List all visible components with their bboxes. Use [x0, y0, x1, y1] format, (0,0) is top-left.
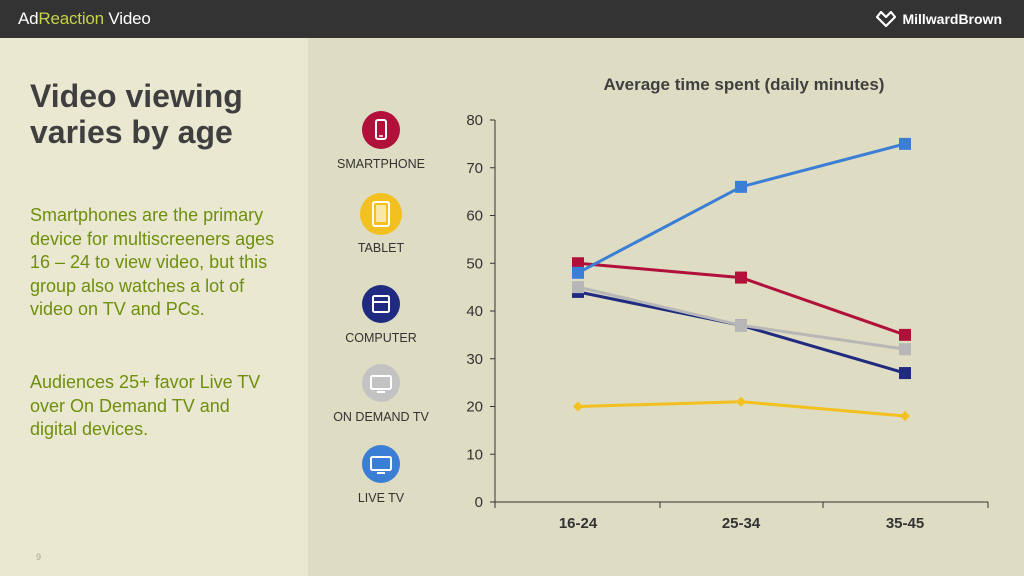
- data-point: [736, 396, 746, 407]
- brand-accent: Reaction: [38, 9, 104, 28]
- series-live-tv: [572, 137, 911, 279]
- slide-title: Video viewing varies by age: [30, 78, 290, 150]
- brand-prefix: Ad: [18, 9, 39, 28]
- y-tick-label: 70: [466, 160, 483, 177]
- y-tick-label: 20: [466, 399, 483, 416]
- brand-suffix: Video: [103, 9, 151, 28]
- data-point: [573, 401, 583, 412]
- paragraph-secondary: Audiences 25+ favor Live TV over On Dema…: [30, 372, 261, 439]
- paragraph-primary: Smartphones are the primary device for m…: [30, 205, 275, 319]
- legend-on-demand-tv: ON DEMAND TV: [326, 364, 436, 424]
- chart-axes: 0 10 20 30 40 50 60 70 80 16-24 25-34 35-45: [466, 112, 989, 532]
- data-point: [572, 257, 584, 270]
- x-tick-label: 25-34: [722, 515, 761, 532]
- legend-live-tv: LIVE TV: [326, 445, 436, 505]
- y-tick-label: 50: [466, 255, 483, 272]
- legend-label-smartphone: SMARTPHONE: [337, 157, 425, 171]
- x-tick-label: 35-45: [886, 515, 924, 532]
- tablet-icon: [360, 193, 402, 235]
- series-on-demand-tv: [572, 281, 911, 356]
- series-tablet: [573, 396, 910, 422]
- millward-brown-logo-icon: [876, 11, 897, 27]
- chart-title: Average time spent (daily minutes): [604, 75, 885, 94]
- legend-label-live-tv: LIVE TV: [357, 491, 405, 505]
- slide-title-line2: varies by age: [30, 114, 233, 150]
- page-number: 9: [36, 552, 42, 562]
- y-tick-label: 40: [466, 303, 483, 320]
- x-tick-label: 16-24: [559, 515, 598, 532]
- legend-smartphone: SMARTPHONE: [326, 111, 436, 171]
- data-point: [735, 319, 747, 332]
- data-point: [735, 271, 747, 284]
- header-bar: AdReaction Video MillwardBrown: [0, 0, 1024, 38]
- series-line: [577, 142, 906, 275]
- series-line: [577, 290, 906, 375]
- live-tv-icon: [362, 445, 400, 483]
- legend-label-tablet: TABLET: [357, 241, 405, 255]
- data-point: [572, 266, 584, 279]
- chart-series: [572, 137, 911, 422]
- smartphone-icon: [362, 111, 400, 149]
- legend-tablet: TABLET: [326, 193, 436, 255]
- data-point: [899, 343, 911, 356]
- legend-label-computer: COMPUTER: [345, 331, 417, 345]
- computer-icon: [362, 285, 400, 323]
- slide-title-line1: Video viewing: [30, 78, 243, 114]
- company-logo: MillwardBrown: [876, 11, 1002, 27]
- y-tick-label: 30: [466, 351, 483, 368]
- data-point: [899, 328, 911, 341]
- y-tick-label: 0: [475, 494, 483, 511]
- data-point: [735, 180, 747, 193]
- data-point: [572, 281, 584, 294]
- y-tick-label: 80: [466, 112, 483, 129]
- series-computer: [572, 285, 911, 380]
- y-tick-label: 10: [466, 446, 483, 463]
- data-point: [900, 411, 910, 422]
- company-name: MillwardBrown: [902, 11, 1002, 27]
- series-smartphone: [572, 257, 911, 341]
- on-demand-tv-icon: [362, 364, 400, 402]
- left-panel: [0, 38, 308, 576]
- data-point: [899, 137, 911, 150]
- y-tick-label: 60: [466, 208, 483, 225]
- legend-computer: COMPUTER: [326, 285, 436, 345]
- data-point: [899, 367, 911, 380]
- legend-label-on-demand-tv: ON DEMAND TV: [333, 410, 429, 424]
- product-title: AdReaction Video: [18, 9, 151, 29]
